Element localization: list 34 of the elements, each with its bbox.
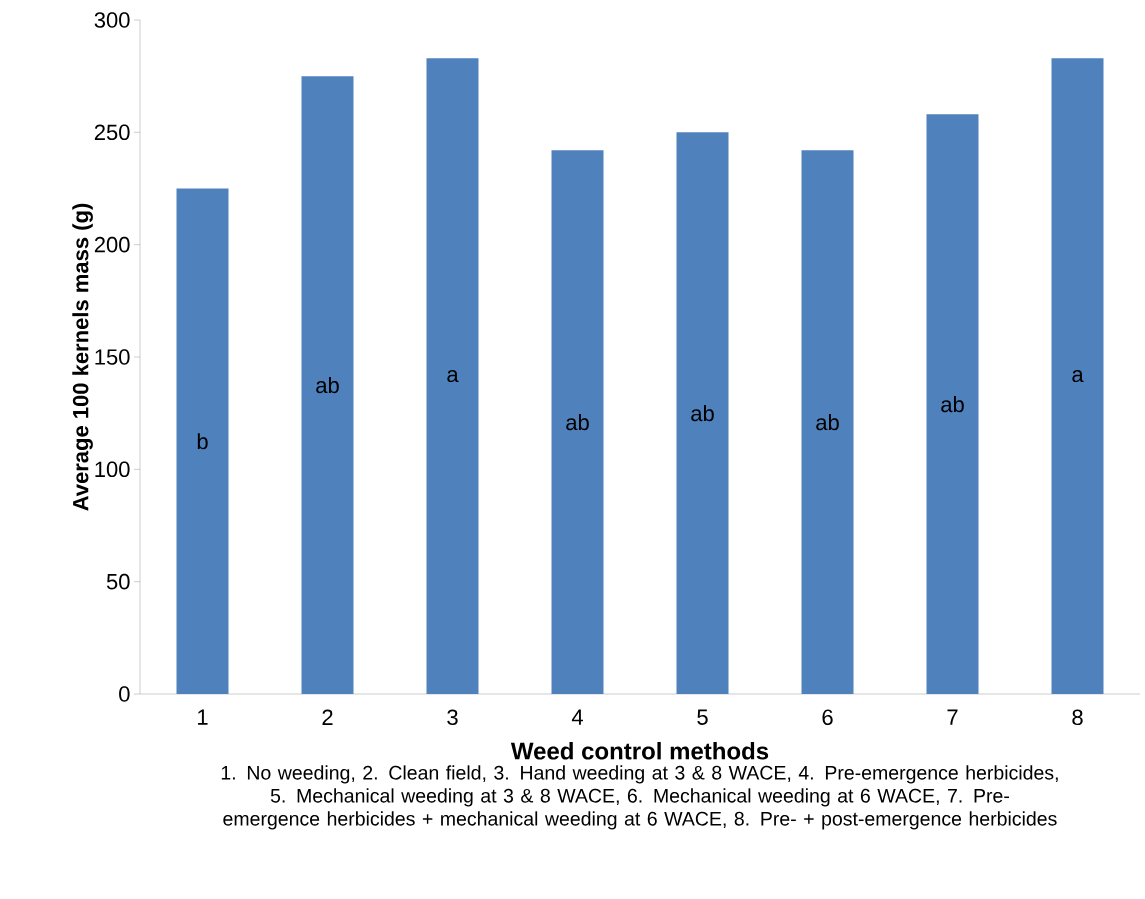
y-axis-title: Average 100 kernels mass (g)	[72, 203, 93, 511]
data-label: ab	[691, 405, 714, 422]
y-tick-label: 0	[119, 686, 130, 702]
bar	[301, 76, 354, 694]
x-tick-label: 6	[822, 709, 833, 726]
y-tick-label: 250	[94, 124, 130, 141]
x-tick-label: 3	[447, 709, 458, 726]
text: 1. No weeding, 2. Clean field, 3. Hand weeding at 3 & 8 WACE, 4. Pre-emergence herbicides, 5. Mechanical weeding at 3 & 8 WACE, 6. Mechanical weeding at 6 WACE, 7. Pre-emergence herbicides + mechanical weeding at 6 WACE, 8. Pre- + post-emergence herbicides	[221, 765, 1058, 830]
y-tick-label: 300	[94, 12, 130, 28]
data-label: ab	[316, 376, 339, 394]
y-tick-label: 150	[95, 349, 130, 365]
x-tick-label: 7	[947, 709, 958, 725]
data-label: a	[1072, 370, 1084, 383]
bar	[426, 58, 479, 694]
y-tick-label: 50	[106, 573, 130, 590]
bar	[801, 150, 854, 694]
data-label: ab	[941, 396, 964, 413]
x-axis-title: Weed control methods	[510, 741, 769, 760]
x-tick-label: 4	[571, 709, 583, 725]
x-tick-label: 8	[1072, 709, 1083, 726]
bar	[551, 150, 604, 694]
x-tick-label: 5	[697, 709, 708, 725]
bar	[676, 132, 729, 694]
data-label: a	[447, 370, 459, 383]
bar	[176, 188, 229, 694]
bar	[926, 114, 979, 694]
bar	[1051, 58, 1104, 694]
x-tick-label: 1	[198, 709, 208, 725]
data-label: ab	[816, 414, 839, 431]
data-label: b	[197, 433, 208, 450]
x-tick-label: 2	[322, 709, 333, 725]
y-tick-label: 200	[94, 236, 130, 253]
y-tick-label: 100	[95, 461, 130, 478]
data-label: ab	[566, 414, 589, 431]
